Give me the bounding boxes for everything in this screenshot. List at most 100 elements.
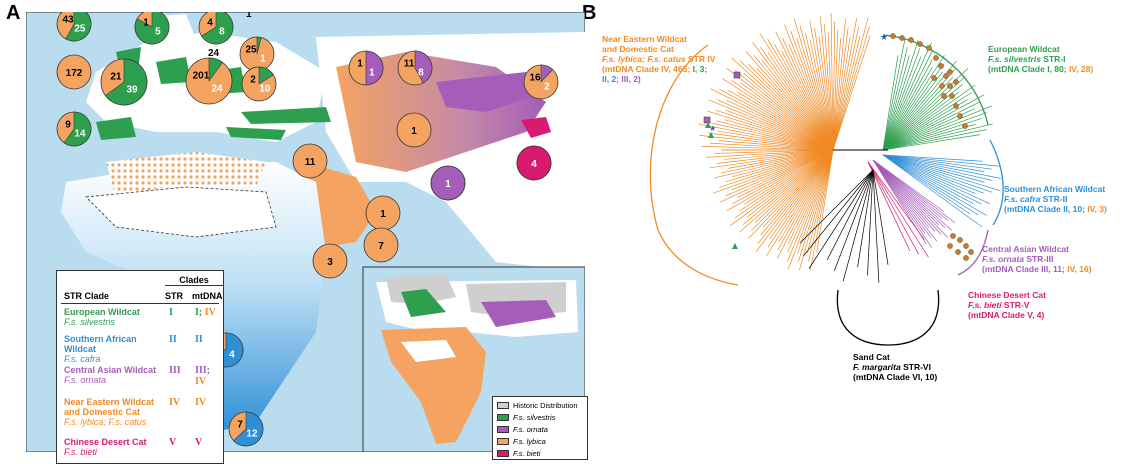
tree-branch [753,55,834,151]
clade-iv-dot [933,55,939,61]
tree-branch [705,149,834,158]
pie-balkans-total: 2 [250,74,256,85]
legend-mtdna-value: III; IV [195,365,211,387]
tree-branch [725,149,834,183]
tree-branch [713,149,834,179]
pie-iberia-slice [63,111,92,147]
tree-branch [882,154,983,162]
map-panel: 43 25 1 5 4 8 25 1 172 21 39 201 24 9 14 2 10 1 1 11 8 16 2 1 11… [25,6,588,464]
pie-india: 1 [430,165,466,201]
pie-china-total: 4 [531,159,537,170]
legend-clade-name: Chinese Desert Cat F.s. bieti [64,437,147,457]
clade-iv-dot [953,79,959,85]
european-label: European Wildcat F.s. silvestris STR-I (… [988,44,1094,74]
pie-southern-africa-part: 4 [229,350,235,361]
clade-iv-dot [939,83,945,89]
tree-branch [882,154,976,194]
tree-branch [832,29,839,151]
pie-iberia-part: 14 [74,129,86,140]
tree-branch [872,159,926,234]
silvestris-germany [156,57,191,84]
tree-branch [872,169,889,265]
tree-branch [882,55,945,151]
sahara-desert [85,186,277,238]
tree-branch [793,18,834,151]
pie-france-part: 39 [126,84,138,95]
tree-branch [809,20,834,151]
legend-clade-name: Central Asian Wildcat F.s. ornata [64,365,157,385]
tree-branch [767,38,834,151]
sand-cat-bracket [836,289,940,346]
tree-branch [719,88,834,151]
tree-branch [842,169,874,282]
pie-russia-west-part: 1 [369,68,375,79]
tree-branch [777,149,834,251]
silvestris-iberia [96,117,136,140]
tree-branch [716,149,834,164]
tree-branch [857,169,874,268]
legend-mtdna-header: mtDNA [192,291,223,301]
clade-iv-dot [947,83,953,89]
tree-branch [799,149,834,271]
bieti-range [521,117,551,138]
legend-str-value: III [169,365,181,376]
tree-branch [725,119,834,151]
tree-branch [797,149,834,254]
tree-branch [882,42,932,151]
tree-branch [882,154,985,183]
clade-iv-dot [962,123,968,129]
tree-branch [882,123,993,151]
legend-str-value: V [169,437,177,448]
clade-iv-dot [899,35,905,41]
pie-central-asia-total: 1 [411,126,417,137]
tree-branch [761,59,834,151]
legend-mtdna-value: II [195,334,203,345]
tree-branch [882,154,1000,167]
pie-germany-slice [201,9,234,45]
clade-iv-dot [947,69,953,75]
distribution-legend-item: F.s. bieti [497,449,540,458]
pie-russia-mid-total: 11 [404,58,415,69]
clade-iv-dot [941,93,947,99]
legend-mtdna-value: I; IV [195,307,216,318]
pie-russia-west: 11 [348,50,384,86]
tree-branch [755,149,834,252]
tree-branch [726,149,834,211]
southern-african-bracket [989,139,1004,226]
tree-branch [720,149,834,174]
pie-arabia-s-total: 7 [378,241,384,252]
tree-branch [774,44,834,151]
pie-iberia-north-base [56,54,92,90]
clade-iv-dot [931,75,937,81]
tree-branch [726,99,834,151]
pie-scandinavia-total: 1 [143,17,149,28]
tree-branch [867,161,925,240]
pie-central-asia: 1 [396,112,432,148]
tree-branch [830,12,834,151]
ornata-range-east [436,72,546,112]
tree-branch [882,154,993,181]
pie-levant-base [292,143,328,179]
tree-branch [724,149,834,160]
pie-iberia-north: 172 [56,54,92,90]
tree-branch [872,159,949,222]
tree-branch [756,67,834,151]
tree-branch [882,105,993,151]
tree-branch [735,70,834,151]
tree-branch [784,24,834,151]
tree-branch [882,154,1001,192]
tree-branch [737,149,834,198]
tree-branch [882,48,921,151]
tree-panel: ★ ★ Near Eastern Wildcat and Domestic Ca… [598,0,1125,456]
tree-branch [719,149,834,203]
clade-iv-dot [957,237,963,243]
tree-branch [725,149,834,197]
pie-arabia-w: 3 [312,243,348,279]
tree-branch [882,40,919,151]
tree-branch [882,47,908,151]
tree-branch [760,46,834,151]
tree-branch [882,154,971,215]
tree-branch [832,35,871,151]
tree-branch [872,159,933,248]
tree-branch [781,50,834,151]
